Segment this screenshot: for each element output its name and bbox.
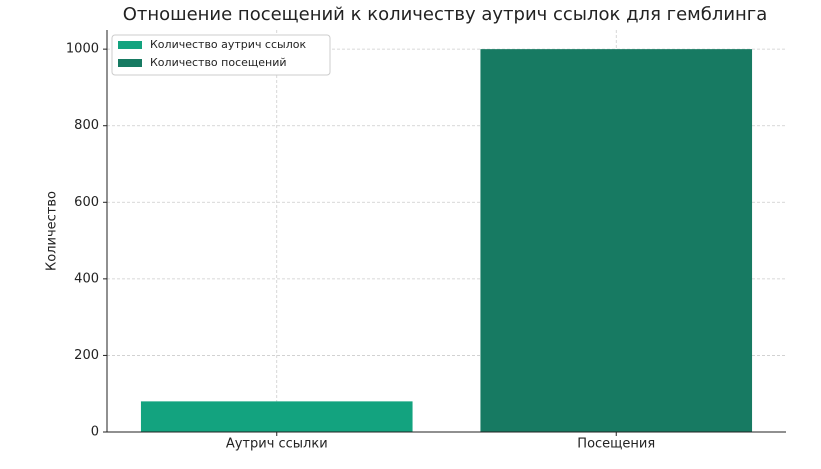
chart-title: Отношение посещений к количеству аутрич … xyxy=(123,4,768,25)
bar xyxy=(140,401,413,432)
x-tick-label: Аутрич ссылки xyxy=(226,437,328,452)
legend-swatch xyxy=(118,41,142,49)
bar xyxy=(480,49,753,433)
y-tick-label: 600 xyxy=(74,195,99,210)
legend: Количество аутрич ссылок Количество посещ… xyxy=(111,34,331,76)
y-axis-label: Количество xyxy=(45,191,60,271)
legend-label: Количество посещений xyxy=(150,56,287,69)
legend-box xyxy=(111,34,331,76)
y-tick-label: 400 xyxy=(74,271,99,286)
y-tick-label: 0 xyxy=(91,425,99,440)
x-tick-label: Посещения xyxy=(577,437,655,452)
legend-swatch xyxy=(118,59,142,67)
y-tick-label: 1000 xyxy=(66,42,99,57)
y-tick-label: 800 xyxy=(74,118,99,133)
legend-label: Количество аутрич ссылок xyxy=(150,38,306,51)
y-tick-label: 200 xyxy=(74,348,99,363)
